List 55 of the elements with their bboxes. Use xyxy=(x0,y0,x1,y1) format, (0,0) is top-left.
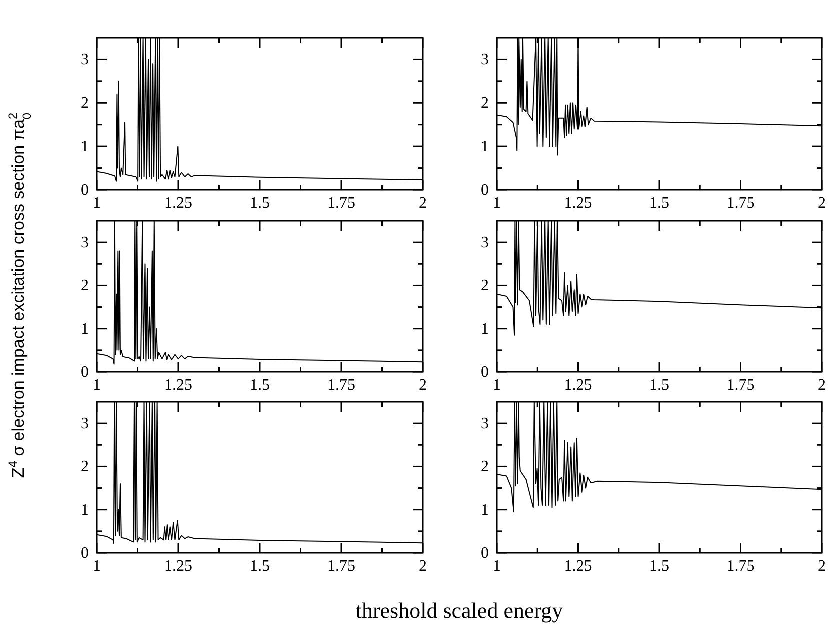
x-tick-label: 1 xyxy=(493,558,501,575)
y-tick-label: 2 xyxy=(481,95,489,112)
y-tick-label: 0 xyxy=(481,545,489,562)
y-tick-label: 1 xyxy=(81,320,89,338)
x-tick-label: 1.5 xyxy=(650,558,670,575)
y-tick-label: 2 xyxy=(81,278,89,295)
x-tick-label: 1.75 xyxy=(726,377,755,394)
x-tick-label: 1.25 xyxy=(564,558,592,575)
x-tick-label: 2 xyxy=(818,195,826,212)
x-tick-label: 1.75 xyxy=(726,558,755,575)
y-tick-label: 2 xyxy=(481,278,489,295)
x-tick-label: 1 xyxy=(493,377,501,394)
y-tick-label: 3 xyxy=(481,52,489,69)
y-tick-label: 1 xyxy=(481,502,489,519)
y-tick-label: 1 xyxy=(481,138,489,156)
x-tick-label: 1.75 xyxy=(328,377,356,394)
y-tick-label: 3 xyxy=(81,52,89,69)
y-tick-label: 3 xyxy=(81,234,89,252)
x-tick-label: 2 xyxy=(818,558,826,575)
y-tick-label: 1 xyxy=(81,502,89,519)
x-axis-title: threshold scaled energy xyxy=(356,598,564,623)
x-tick-label: 1.25 xyxy=(164,377,192,394)
x-tick-label: 2 xyxy=(419,195,427,212)
x-tick-label: 1 xyxy=(93,558,101,575)
x-tick-label: 2 xyxy=(419,558,427,575)
x-tick-label: 1 xyxy=(93,377,101,394)
x-tick-label: 1.25 xyxy=(164,195,192,212)
y-tick-label: 0 xyxy=(81,545,89,562)
y-tick-label: 2 xyxy=(81,95,89,112)
y-tick-label: 0 xyxy=(481,364,489,381)
y-tick-label: 2 xyxy=(481,458,489,476)
x-tick-label: 1.5 xyxy=(650,377,670,394)
y-tick-label: 0 xyxy=(81,364,89,381)
x-tick-label: 2 xyxy=(419,377,427,394)
x-tick-label: 1 xyxy=(93,195,101,212)
y-tick-label: 3 xyxy=(81,416,89,433)
y-tick-label: 3 xyxy=(481,234,489,252)
x-tick-label: 1.5 xyxy=(250,195,270,212)
x-tick-label: 1.25 xyxy=(564,195,592,212)
x-tick-label: 1.75 xyxy=(726,195,755,212)
x-tick-label: 1.5 xyxy=(650,195,670,212)
x-tick-label: 1 xyxy=(493,195,501,212)
y-tick-label: 0 xyxy=(481,182,489,199)
y-tick-label: 3 xyxy=(481,416,489,433)
y-tick-label: 0 xyxy=(81,182,89,199)
x-tick-label: 1.75 xyxy=(328,195,356,212)
x-tick-label: 1.25 xyxy=(164,558,192,575)
x-tick-label: 2 xyxy=(818,377,826,394)
x-tick-label: 1.75 xyxy=(328,558,356,575)
y-tick-label: 1 xyxy=(81,138,89,156)
x-tick-label: 1.25 xyxy=(564,377,592,394)
y-tick-label: 1 xyxy=(481,320,489,338)
x-tick-label: 1.5 xyxy=(250,558,270,575)
x-tick-label: 1.5 xyxy=(250,377,270,394)
y-tick-label: 2 xyxy=(81,458,89,476)
